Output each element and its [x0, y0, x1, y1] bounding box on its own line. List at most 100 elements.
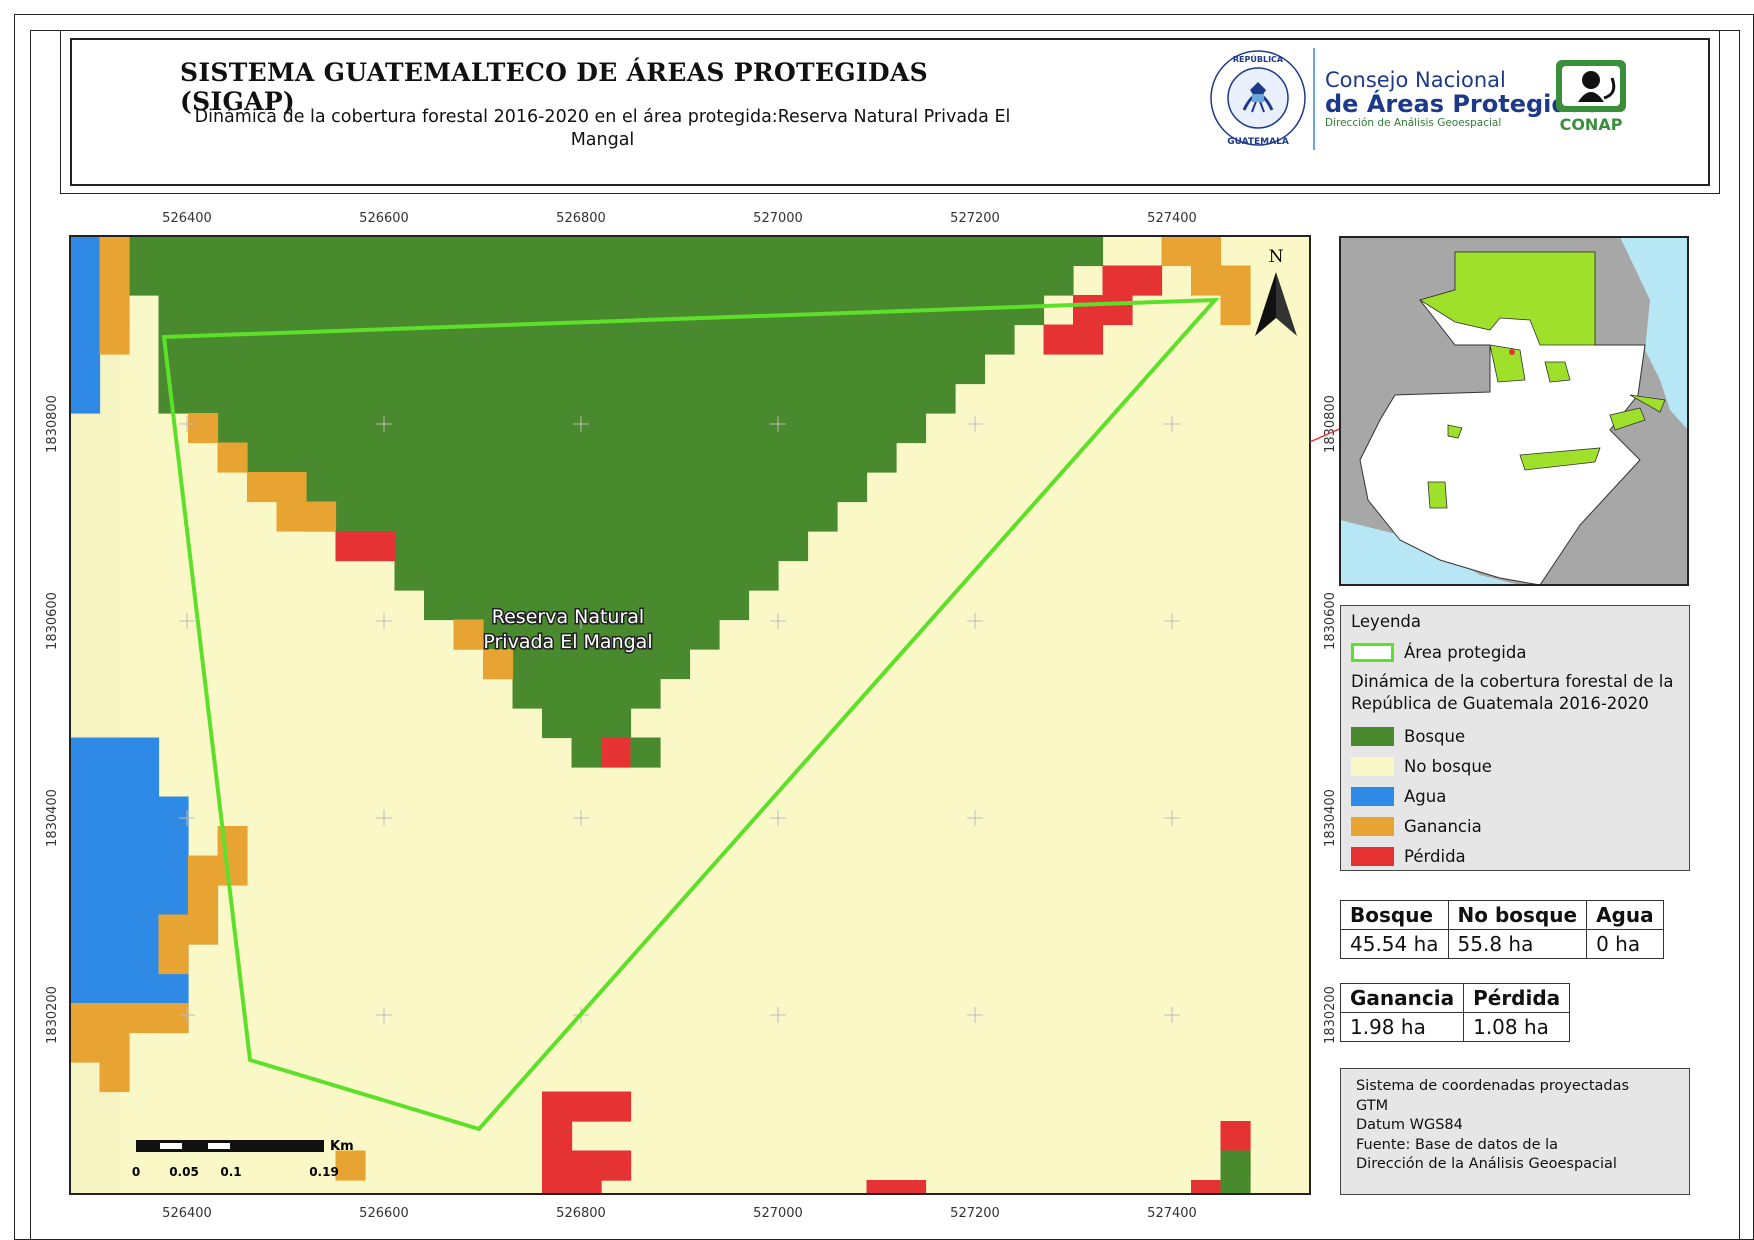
- ganancia-pixel: [99, 1062, 130, 1093]
- grid-cross: [573, 416, 589, 432]
- grid-cross: [1164, 416, 1180, 432]
- inset-protected-6: [1427, 481, 1448, 509]
- inset-protected-3: [1519, 447, 1601, 471]
- y-tick-right-1: 1830600: [1323, 592, 1338, 650]
- inset-map[interactable]: [1340, 237, 1688, 585]
- ganancia-pixel: [335, 1150, 366, 1181]
- inset-protected-7: [1447, 424, 1463, 439]
- grid-cross: [770, 613, 786, 629]
- legend-swatch-ganancia: [1351, 816, 1394, 836]
- inset-location-dot: [1509, 349, 1515, 355]
- perdida-pixel: [335, 531, 366, 562]
- x-tick-bottom-3: 527000: [753, 1206, 803, 1221]
- stats-table-2: Ganancia Pérdida 1.98 ha 1.08 ha: [1339, 983, 1571, 1042]
- ganancia-pixel: [99, 295, 130, 326]
- legend-row-bosque: Bosque: [1351, 721, 1679, 751]
- legend-label-bosque: Bosque: [1404, 726, 1466, 746]
- conap-monkey-icon: CONAP: [1556, 60, 1626, 134]
- y-tick-left-0: 1830800: [45, 395, 60, 453]
- logo-divider: [1313, 48, 1315, 150]
- ganancia-pixel: [158, 1003, 189, 1034]
- ganancia-pixel: [129, 1003, 160, 1034]
- perdida-pixel: [365, 531, 396, 562]
- crs-line-2: GTM: [1356, 1097, 1389, 1114]
- legend-swatch-no-bosque: [1351, 756, 1394, 776]
- scale-label-3: 0.19: [309, 1165, 339, 1179]
- svg-text:REPÚBLICA: REPÚBLICA: [1233, 53, 1284, 64]
- bosque-pixel: [335, 531, 809, 562]
- grid-cross: [967, 613, 983, 629]
- stats-table-1: Bosque No bosque Agua 45.54 ha 55.8 ha 0…: [1340, 900, 1664, 959]
- grid-cross: [967, 1007, 983, 1023]
- legend-swatch-agua: [1351, 786, 1394, 806]
- ganancia-pixel: [276, 501, 307, 532]
- inset-caribbean: [1620, 237, 1688, 430]
- main-map[interactable]: Reserva Natural Privada El Mangal N Km 0…: [70, 236, 1310, 1210]
- agua-pixel: [70, 236, 101, 414]
- x-tick-top-0: 526400: [162, 211, 212, 226]
- inset-border: [1339, 236, 1689, 586]
- area-label-line-2: Privada El Mangal: [483, 631, 652, 653]
- protected-area-boundary[interactable]: [161, 297, 1220, 1132]
- scale-bar: Km 0 0.05 0.1 0.19: [132, 1139, 354, 1179]
- perdida-pixel: [1102, 265, 1133, 296]
- landcover-pixels: [70, 236, 1251, 1194]
- scale-unit: Km: [330, 1139, 354, 1154]
- perdida-pixel: [1220, 1121, 1251, 1152]
- bosque-pixel: [571, 737, 602, 768]
- x-tick-bottom-0: 526400: [162, 1206, 212, 1221]
- bosque-pixel: [394, 560, 779, 591]
- ganancia-pixel: [306, 501, 337, 532]
- y-tick-right-0: 1830800: [1323, 395, 1338, 453]
- org-line-2: de Áreas Protegidas: [1325, 90, 1600, 118]
- ganancia-pixel: [70, 1032, 101, 1063]
- legend-swatch-area: [1351, 642, 1394, 662]
- ganancia-pixel: [1220, 265, 1251, 296]
- grid-cross: [376, 613, 392, 629]
- scale-label-0: 0: [132, 1165, 140, 1179]
- bosque-pixel: [158, 354, 986, 385]
- bosque-pixel: [306, 501, 838, 532]
- stats2-header-perdida: Pérdida: [1463, 983, 1571, 1013]
- header-box: [60, 30, 1720, 194]
- y-tick-left-3: 1830200: [45, 986, 60, 1044]
- bosque-pixel: [158, 324, 1015, 355]
- crs-line-1: Sistema de coordenadas proyectadas: [1356, 1078, 1630, 1094]
- ganancia-pixel: [1191, 265, 1222, 296]
- ganancia-pixel: [99, 1032, 130, 1063]
- perdida-pixel: [866, 1180, 897, 1194]
- grid-cross: [770, 1007, 786, 1023]
- stats2-header-ganancia: Ganancia: [1339, 983, 1465, 1013]
- perdida-pixel: [1073, 295, 1104, 326]
- grid-cross: [1164, 810, 1180, 826]
- bosque-pixel: [276, 472, 868, 503]
- header-inner: [70, 38, 1710, 186]
- grid-cross: [573, 810, 589, 826]
- y-tick-left-2: 1830400: [45, 789, 60, 847]
- area-label-line-1: Reserva Natural: [492, 606, 644, 628]
- scale-label-1: 0.05: [169, 1165, 199, 1179]
- bosque-pixel: [424, 590, 750, 621]
- perdida-pixel: [542, 1180, 573, 1194]
- legend-row-agua: Agua: [1351, 781, 1679, 811]
- inset-protected-peten: [1419, 251, 1596, 346]
- ganancia-pixel: [1220, 295, 1251, 326]
- legend-label-no-bosque: No bosque: [1404, 756, 1492, 776]
- grid-cross: [179, 810, 195, 826]
- stats1-value-bosque: 45.54 ha: [1340, 929, 1449, 959]
- ganancia-pixel: [188, 914, 219, 945]
- north-arrow-icon: N: [1255, 247, 1297, 336]
- stats1-header-no-bosque: No bosque: [1447, 900, 1588, 930]
- x-tick-bottom-2: 526800: [556, 1206, 606, 1221]
- grid-cross: [179, 613, 195, 629]
- crs-line-5: Dirección de la Análisis Geoespacial: [1356, 1156, 1617, 1172]
- scale-label-2: 0.1: [220, 1165, 241, 1179]
- perdida-pixel: [1073, 324, 1104, 355]
- bosque-pixel: [1220, 1180, 1251, 1194]
- bosque-pixel: [129, 265, 1074, 296]
- ganancia-pixel: [217, 442, 248, 473]
- svg-text:GUATEMALA: GUATEMALA: [1227, 137, 1289, 147]
- main-map-border: [69, 235, 1311, 1195]
- ganancia-pixel: [158, 914, 189, 945]
